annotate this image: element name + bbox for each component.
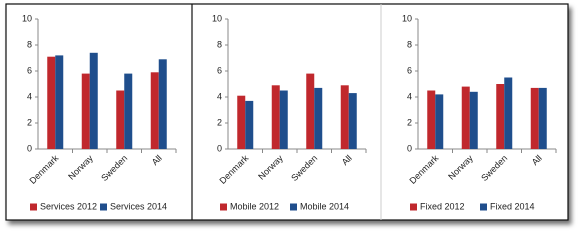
- legend-label: Mobile 2014: [300, 201, 349, 211]
- bar: [81, 73, 90, 149]
- bar: [496, 84, 505, 149]
- y-tick-label: 6: [217, 65, 222, 75]
- legend-label: Fixed 2014: [490, 201, 535, 211]
- bar: [469, 91, 478, 149]
- page: {"chart_data": [ {"type": "bar", "catego…: [5, 3, 569, 221]
- y-tick-label: 8: [217, 39, 222, 49]
- bar: [271, 85, 280, 149]
- bar: [427, 90, 436, 149]
- legend-label: Mobile 2012: [230, 201, 279, 211]
- bar: [279, 90, 288, 149]
- legend-swatch: [220, 203, 227, 211]
- y-tick-label: 2: [217, 117, 222, 127]
- bar: [158, 59, 167, 149]
- bar: [124, 73, 133, 149]
- y-tick-label: 0: [27, 143, 32, 153]
- legend-swatch: [410, 203, 417, 211]
- bar: [89, 52, 98, 149]
- legend-label: Services 2012: [40, 201, 97, 211]
- legend-swatch: [100, 203, 107, 211]
- bar: [245, 100, 254, 149]
- bar: [538, 87, 547, 149]
- y-tick-label: 10: [212, 13, 222, 23]
- bar: [47, 56, 56, 150]
- y-tick-label: 0: [217, 143, 222, 153]
- bar: [116, 90, 125, 149]
- legend-swatch: [480, 203, 487, 211]
- bar: [306, 73, 315, 149]
- bar: [237, 95, 246, 149]
- bar: [504, 77, 513, 149]
- bar: [150, 72, 159, 149]
- y-tick-label: 4: [27, 91, 32, 101]
- legend-swatch: [290, 203, 297, 211]
- bar: [314, 87, 323, 149]
- y-tick-label: 6: [27, 65, 32, 75]
- bar: [340, 85, 349, 149]
- bar: [55, 55, 64, 149]
- y-tick-label: 8: [407, 39, 412, 49]
- y-tick-label: 4: [217, 91, 222, 101]
- y-tick-label: 4: [407, 91, 412, 101]
- legend-swatch: [30, 203, 37, 211]
- y-tick-label: 2: [27, 117, 32, 127]
- y-tick-label: 6: [407, 65, 412, 75]
- bar: [530, 87, 539, 149]
- legend-label: Fixed 2012: [420, 201, 465, 211]
- y-tick-label: 0: [407, 143, 412, 153]
- y-tick-label: 8: [27, 39, 32, 49]
- bar: [348, 93, 357, 149]
- bar: [435, 94, 444, 149]
- y-tick-label: 10: [22, 13, 32, 23]
- bar: [461, 86, 470, 149]
- y-tick-label: 10: [402, 13, 412, 23]
- legend-label: Services 2014: [110, 201, 167, 211]
- y-tick-label: 2: [407, 117, 412, 127]
